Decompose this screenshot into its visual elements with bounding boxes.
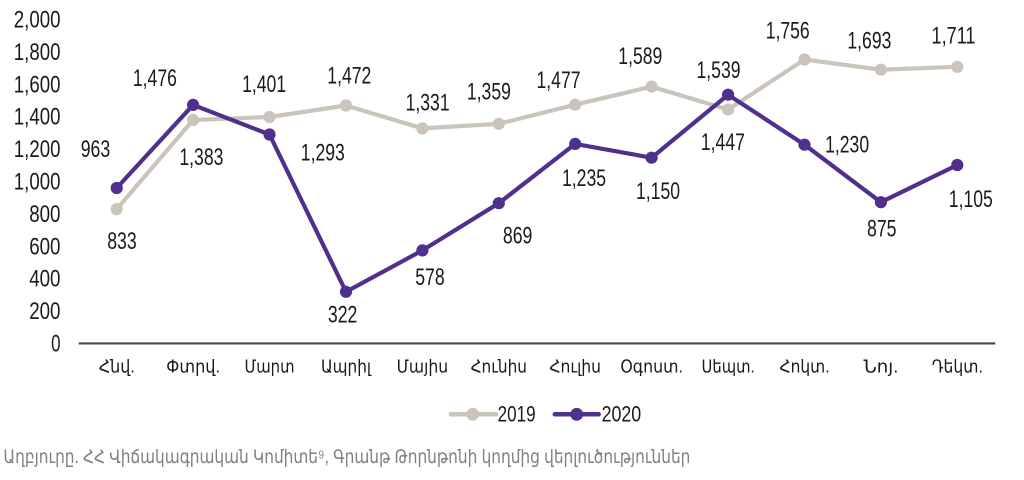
svg-text:Դեկտ.: Դեկտ. xyxy=(932,357,983,377)
svg-text:400: 400 xyxy=(29,266,60,293)
svg-text:833: 833 xyxy=(107,228,137,255)
svg-text:1,105: 1,105 xyxy=(949,186,993,213)
svg-text:875: 875 xyxy=(867,216,897,243)
svg-text:1,477: 1,477 xyxy=(537,67,581,94)
svg-text:Նոյ.: Նոյ. xyxy=(864,357,899,377)
svg-text:0: 0 xyxy=(51,331,60,358)
svg-text:1,401: 1,401 xyxy=(242,71,286,98)
svg-text:1,200: 1,200 xyxy=(14,136,61,163)
svg-text:200: 200 xyxy=(29,298,60,325)
svg-text:1,711: 1,711 xyxy=(932,23,976,50)
svg-text:Հունիս: Հունիս xyxy=(471,357,527,377)
svg-text:Աղբյուրը. ՀՀ Վիճակագրական Կոմի: Աղբյուրը. ՀՀ Վիճակագրական Կոմիտե⁹, Գրանթ… xyxy=(3,447,690,468)
svg-text:Օգոստ.: Օգոստ. xyxy=(620,357,683,377)
svg-text:1,589: 1,589 xyxy=(618,43,662,70)
svg-text:1,000: 1,000 xyxy=(14,169,61,196)
svg-text:963: 963 xyxy=(81,136,111,163)
svg-text:1,293: 1,293 xyxy=(301,139,345,166)
svg-text:1,331: 1,331 xyxy=(406,90,450,117)
svg-text:1,359: 1,359 xyxy=(467,79,511,106)
svg-text:1,476: 1,476 xyxy=(133,65,177,92)
svg-text:1,800: 1,800 xyxy=(14,39,61,66)
svg-text:2019: 2019 xyxy=(498,402,536,427)
svg-text:Հոկտ.: Հոկտ. xyxy=(780,357,830,377)
svg-text:1,756: 1,756 xyxy=(766,18,810,45)
svg-text:1,400: 1,400 xyxy=(14,104,61,131)
svg-text:Փտրվ.: Փտրվ. xyxy=(166,357,220,377)
svg-text:1,230: 1,230 xyxy=(825,131,869,158)
svg-text:1,383: 1,383 xyxy=(179,144,223,171)
svg-text:1,693: 1,693 xyxy=(847,28,891,55)
svg-text:869: 869 xyxy=(503,222,533,249)
svg-text:Ապրիլ: Ապրիլ xyxy=(321,357,372,377)
svg-text:1,472: 1,472 xyxy=(327,62,371,89)
svg-text:Հուլիս: Հուլիս xyxy=(549,357,601,377)
svg-text:1,235: 1,235 xyxy=(562,165,606,192)
svg-text:2,000: 2,000 xyxy=(14,7,61,34)
svg-text:1,539: 1,539 xyxy=(697,57,741,84)
svg-text:Սեպտ.: Սեպտ. xyxy=(702,357,755,377)
svg-text:1,447: 1,447 xyxy=(701,129,745,156)
svg-text:Մայիս: Մայիս xyxy=(397,357,449,377)
svg-text:1,600: 1,600 xyxy=(14,71,61,98)
svg-text:Հնվ.: Հնվ. xyxy=(99,357,135,377)
svg-text:2020: 2020 xyxy=(602,402,642,427)
svg-text:Մարտ: Մարտ xyxy=(245,357,295,377)
svg-text:578: 578 xyxy=(415,264,445,291)
svg-text:800: 800 xyxy=(29,201,60,228)
svg-text:600: 600 xyxy=(29,233,60,260)
svg-text:1,150: 1,150 xyxy=(636,178,680,205)
svg-text:322: 322 xyxy=(328,301,358,328)
